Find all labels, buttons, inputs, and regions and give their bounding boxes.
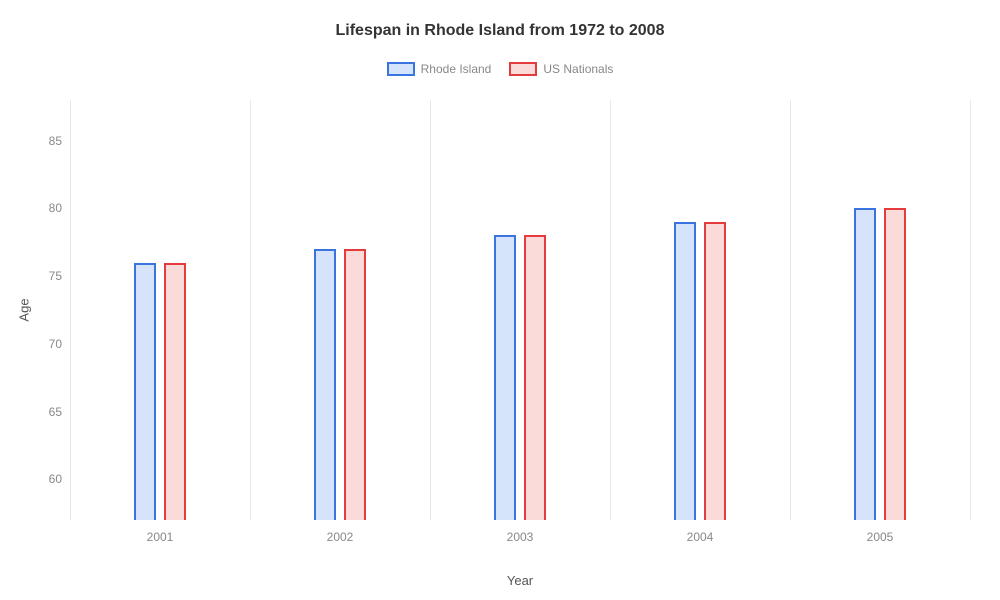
legend-label: US Nationals — [543, 62, 613, 76]
bar — [134, 263, 156, 520]
legend-swatch — [387, 62, 415, 76]
y-tick-label: 70 — [49, 337, 70, 351]
x-axis-title: Year — [507, 573, 533, 588]
y-tick-label: 75 — [49, 269, 70, 283]
bar — [344, 249, 366, 520]
y-tick-label: 80 — [49, 201, 70, 215]
bar — [524, 235, 546, 520]
bar — [884, 208, 906, 520]
x-tick-label: 2005 — [867, 520, 894, 544]
chart-legend: Rhode Island US Nationals — [0, 62, 1000, 76]
gridline-vertical — [250, 100, 251, 520]
gridline-vertical — [70, 100, 71, 520]
x-tick-label: 2001 — [147, 520, 174, 544]
bar — [854, 208, 876, 520]
y-tick-label: 60 — [49, 472, 70, 486]
bar — [314, 249, 336, 520]
y-tick-label: 85 — [49, 134, 70, 148]
plot-area: 60657075808520012002200320042005 — [70, 100, 970, 520]
bar — [674, 222, 696, 520]
gridline-vertical — [610, 100, 611, 520]
legend-swatch — [509, 62, 537, 76]
legend-item: Rhode Island — [387, 62, 492, 76]
gridline-vertical — [430, 100, 431, 520]
bar — [164, 263, 186, 520]
x-tick-label: 2003 — [507, 520, 534, 544]
x-tick-label: 2002 — [327, 520, 354, 544]
chart-title: Lifespan in Rhode Island from 1972 to 20… — [0, 22, 1000, 40]
lifespan-chart: Lifespan in Rhode Island from 1972 to 20… — [0, 0, 1000, 600]
gridline-vertical — [790, 100, 791, 520]
bar — [704, 222, 726, 520]
bar — [494, 235, 516, 520]
x-tick-label: 2004 — [687, 520, 714, 544]
legend-item: US Nationals — [509, 62, 613, 76]
y-axis-title: Age — [17, 298, 32, 321]
legend-label: Rhode Island — [421, 62, 492, 76]
y-tick-label: 65 — [49, 405, 70, 419]
gridline-vertical — [970, 100, 971, 520]
